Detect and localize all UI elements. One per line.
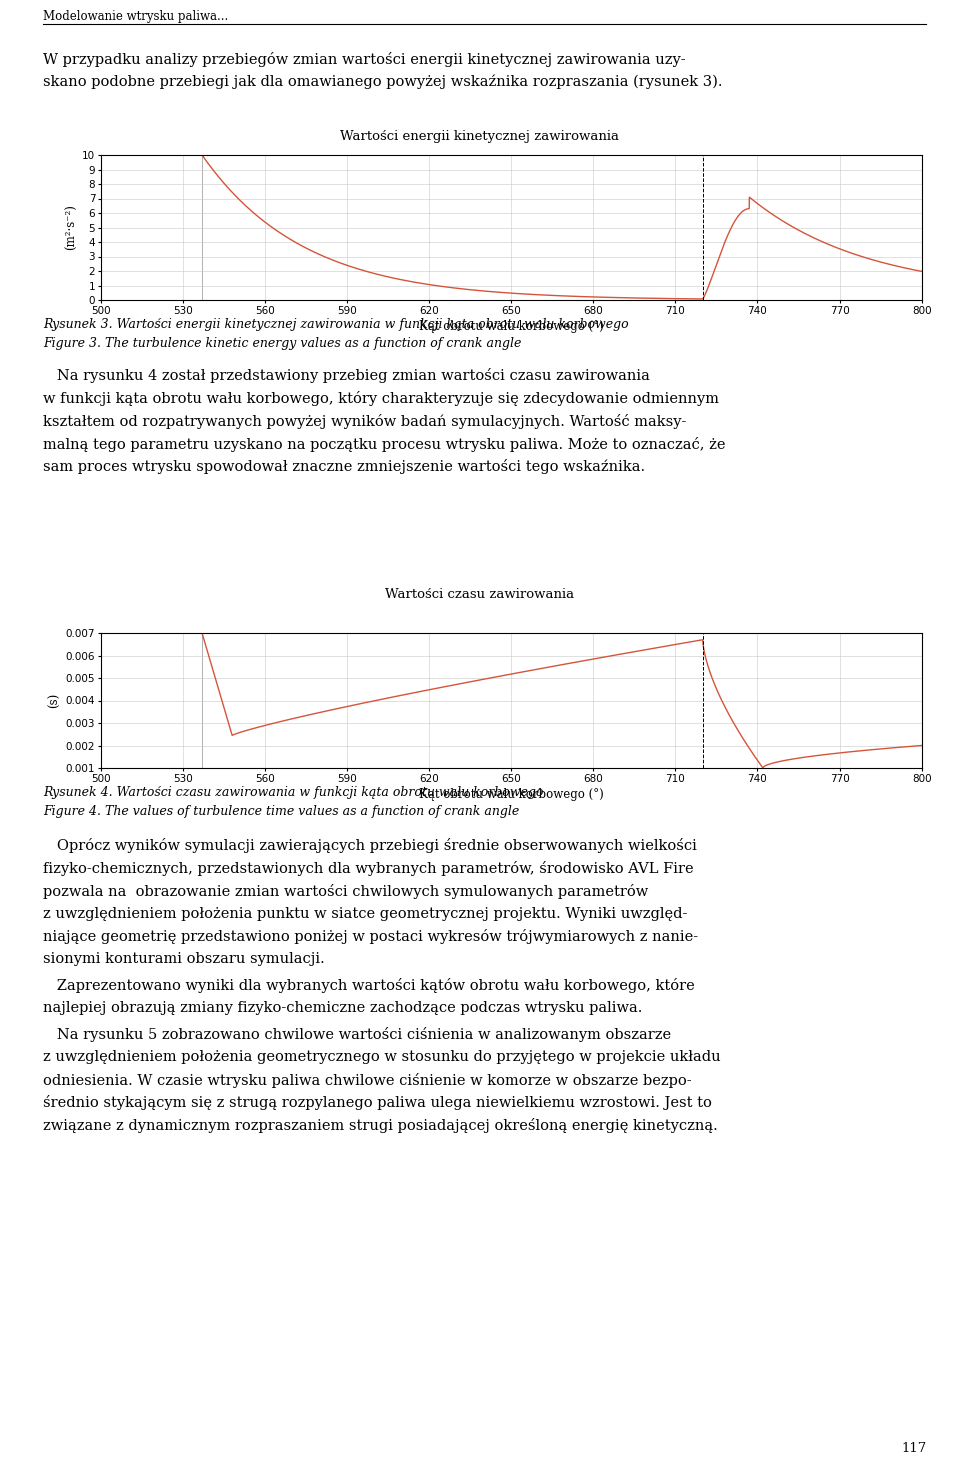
Text: sionymi konturami obszaru symulacji.: sionymi konturami obszaru symulacji. <box>43 953 324 966</box>
Text: Oprócz wyników symulacji zawierających przebiegi średnie obserwowanych wielkości: Oprócz wyników symulacji zawierających p… <box>43 838 697 853</box>
Text: z uwzględnieniem położenia geometrycznego w stosunku do przyjętego w projekcie u: z uwzględnieniem położenia geometryczneg… <box>43 1050 721 1063</box>
Text: W przypadku analizy przebiegów zmian wartości energii kinetycznej zawirowania uz: W przypadku analizy przebiegów zmian war… <box>43 52 685 66</box>
Text: skano podobne przebiegi jak dla omawianego powyżej wskaźnika rozpraszania (rysun: skano podobne przebiegi jak dla omawiane… <box>43 75 723 90</box>
Text: fizyko-chemicznych, przedstawionych dla wybranych parametrów, środowisko AVL Fir: fizyko-chemicznych, przedstawionych dla … <box>43 861 694 876</box>
Text: Modelowanie wtrysku paliwa...: Modelowanie wtrysku paliwa... <box>43 10 228 24</box>
Text: malną tego parametru uzyskano na początku procesu wtrysku paliwa. Może to oznacz: malną tego parametru uzyskano na początk… <box>43 437 726 451</box>
Text: Wartości energii kinetycznej zawirowania: Wartości energii kinetycznej zawirowania <box>341 130 619 143</box>
Text: kształtem od rozpatrywanych powyżej wyników badań symulacyjnych. Wartość maksy-: kształtem od rozpatrywanych powyżej wyni… <box>43 413 686 429</box>
Text: pozwala na  obrazowanie zmian wartości chwilowych symulowanych parametrów: pozwala na obrazowanie zmian wartości ch… <box>43 884 648 898</box>
Y-axis label: (m²·s⁻²): (m²·s⁻²) <box>65 205 78 251</box>
Text: Na rysunku 5 zobrazowano chwilowe wartości ciśnienia w analizowanym obszarze: Na rysunku 5 zobrazowano chwilowe wartoś… <box>43 1027 671 1041</box>
Text: Figure 4. The values of turbulence time values as a function of crank angle: Figure 4. The values of turbulence time … <box>43 805 519 819</box>
Text: Zaprezentowano wyniki dla wybranych wartości kątów obrotu wału korbowego, które: Zaprezentowano wyniki dla wybranych wart… <box>43 978 695 993</box>
Y-axis label: (s): (s) <box>49 693 61 708</box>
Text: odniesienia. W czasie wtrysku paliwa chwilowe ciśnienie w komorze w obszarze bez: odniesienia. W czasie wtrysku paliwa chw… <box>43 1072 692 1087</box>
Text: z uwzględnieniem położenia punktu w siatce geometrycznej projektu. Wyniki uwzglę: z uwzględnieniem położenia punktu w siat… <box>43 907 687 920</box>
Text: Rysunek 3. Wartości energii kinetycznej zawirowania w funkcji kąta obrotu wału k: Rysunek 3. Wartości energii kinetycznej … <box>43 319 629 330</box>
Text: 117: 117 <box>901 1443 926 1454</box>
Text: niające geometrię przedstawiono poniżej w postaci wykresów trójwymiarowych z nan: niające geometrię przedstawiono poniżej … <box>43 929 698 944</box>
X-axis label: Kąt obrotu wału korbowego (°): Kąt obrotu wału korbowego (°) <box>419 320 604 333</box>
Text: Rysunek 4. Wartości czasu zawirowania w funkcji kąta obrotu wału korbowego: Rysunek 4. Wartości czasu zawirowania w … <box>43 786 543 799</box>
Text: w funkcji kąta obrotu wału korbowego, który charakteryzuje się zdecydowanie odmi: w funkcji kąta obrotu wału korbowego, kt… <box>43 391 719 406</box>
Text: Na rysunku 4 został przedstawiony przebieg zmian wartości czasu zawirowania: Na rysunku 4 został przedstawiony przebi… <box>43 367 650 384</box>
Text: średnio stykającym się z strugą rozpylanego paliwa ulega niewielkiemu wzrostowi.: średnio stykającym się z strugą rozpylan… <box>43 1096 712 1111</box>
Text: sam proces wtrysku spowodował znaczne zmniejszenie wartości tego wskaźnika.: sam proces wtrysku spowodował znaczne zm… <box>43 459 645 475</box>
X-axis label: Kąt obrotu wału korbowego (°): Kąt obrotu wału korbowego (°) <box>419 788 604 801</box>
Text: Wartości czasu zawirowania: Wartości czasu zawirowania <box>385 589 575 600</box>
Text: Figure 3. The turbulence kinetic energy values as a function of crank angle: Figure 3. The turbulence kinetic energy … <box>43 338 521 350</box>
Text: związane z dynamicznym rozpraszaniem strugi posiadającej określoną energię kinet: związane z dynamicznym rozpraszaniem str… <box>43 1118 718 1133</box>
Text: najlepiej obrazują zmiany fizyko-chemiczne zachodzące podczas wtrysku paliwa.: najlepiej obrazują zmiany fizyko-chemicz… <box>43 1002 642 1015</box>
